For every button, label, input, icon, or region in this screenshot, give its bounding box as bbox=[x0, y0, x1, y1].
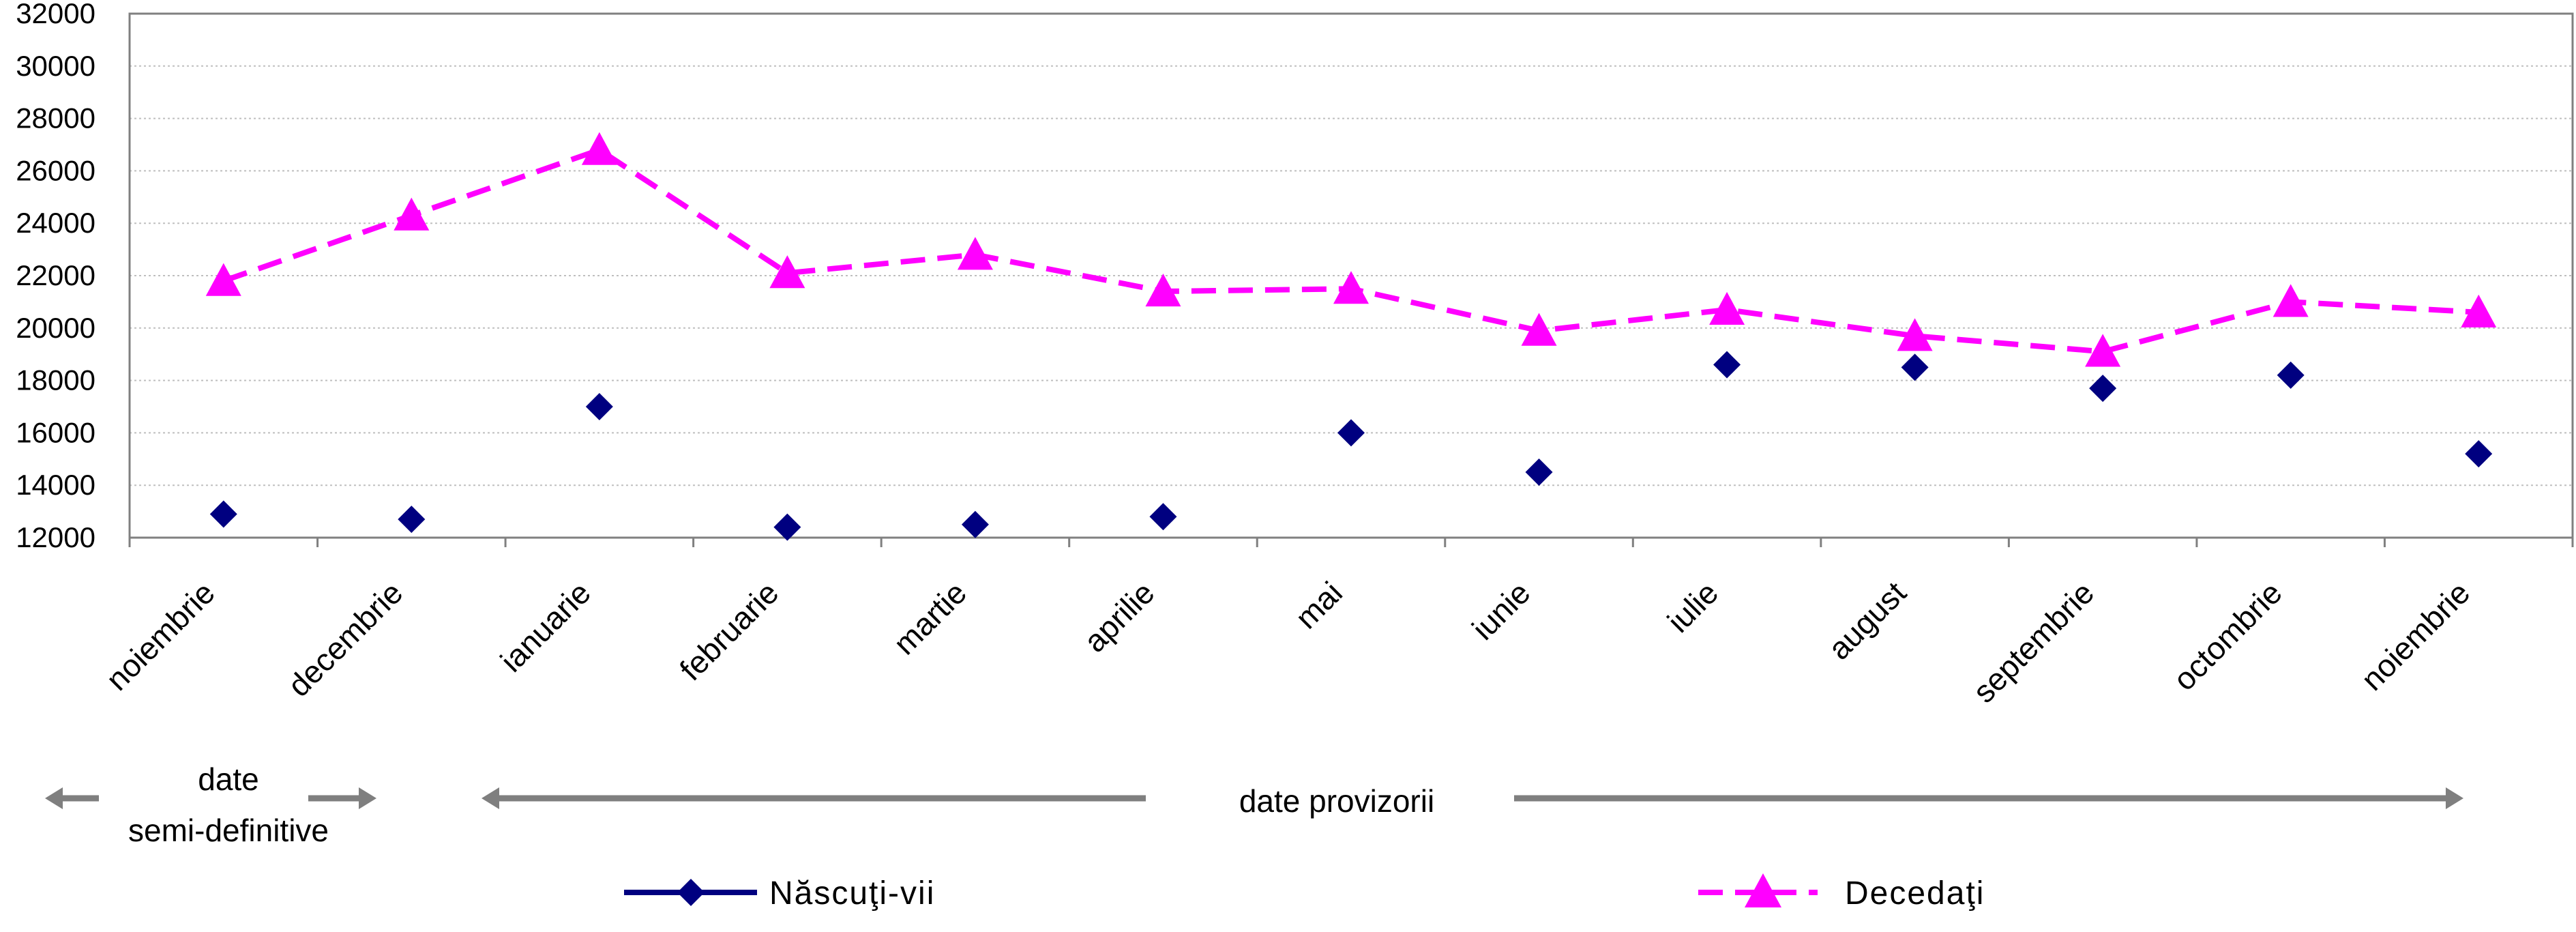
data-point-nascuti-vii bbox=[773, 513, 801, 541]
data-point-nascuti-vii bbox=[1713, 351, 1741, 379]
arrow-left-icon bbox=[482, 787, 499, 809]
series-line-decedati bbox=[222, 147, 2479, 355]
x-tick-label: noiembrie bbox=[99, 574, 222, 697]
y-tick-label: 26000 bbox=[16, 154, 95, 186]
y-tick-label: 16000 bbox=[16, 416, 95, 448]
x-tick-label: februarie bbox=[672, 574, 785, 687]
data-point-nascuti-vii bbox=[585, 393, 613, 420]
data-point-decedati bbox=[1897, 318, 1933, 351]
series-layer bbox=[205, 132, 2497, 541]
data-point-decedati bbox=[205, 263, 241, 296]
y-tick-label: 18000 bbox=[16, 364, 95, 396]
data-point-nascuti-vii bbox=[2089, 375, 2117, 403]
data-point-decedati bbox=[581, 132, 617, 165]
legend-diamond-icon bbox=[677, 879, 705, 906]
x-tick-label: ianuarie bbox=[493, 574, 597, 679]
x-axis-tick-labels: noiembrie decembrie ianuarie februarie marti… bbox=[99, 574, 2476, 710]
legend-triangle-icon bbox=[1745, 873, 1781, 907]
data-point-nascuti-vii bbox=[1901, 353, 1929, 381]
data-point-nascuti-vii bbox=[209, 500, 237, 528]
legend-label-decedati: Decedaţi bbox=[1845, 875, 1985, 912]
grid-lines bbox=[130, 13, 2573, 486]
plot-area bbox=[128, 12, 2574, 539]
data-point-nascuti-vii bbox=[2277, 361, 2305, 389]
y-tick-label: 32000 bbox=[16, 0, 95, 29]
x-tick-label: iulie bbox=[1661, 574, 1726, 639]
data-point-decedati bbox=[394, 197, 430, 231]
x-tick-label: septembrie bbox=[1966, 574, 2101, 710]
y-tick-label: 12000 bbox=[16, 521, 95, 553]
data-point-decedati bbox=[2085, 334, 2121, 367]
period-annotations: date semi-definitive date provizorii bbox=[45, 761, 2463, 848]
data-point-decedati bbox=[2272, 284, 2309, 317]
x-axis-ticks bbox=[128, 538, 2574, 547]
x-tick-label: martie bbox=[887, 574, 973, 661]
data-point-decedati bbox=[1709, 291, 1745, 325]
legend: Născuţi-vii Decedaţi bbox=[624, 873, 1985, 912]
data-point-decedati bbox=[1521, 312, 1557, 346]
x-tick-label: august bbox=[1821, 574, 1913, 667]
arrow-right-icon bbox=[2446, 787, 2463, 809]
y-tick-label: 30000 bbox=[16, 50, 95, 82]
period-label-semi-definitive-line1: date bbox=[198, 761, 259, 797]
legend-label-nascuti-vii: Născuţi-vii bbox=[769, 875, 935, 912]
data-point-decedati bbox=[957, 237, 993, 270]
x-tick-label: mai bbox=[1288, 574, 1349, 635]
data-point-nascuti-vii bbox=[1149, 503, 1177, 531]
y-axis-tick-labels: 12000 14000 16000 18000 20000 22000 24000 26000… bbox=[16, 0, 95, 553]
x-tick-label: decembrie bbox=[281, 574, 410, 703]
data-point-decedati bbox=[1145, 274, 1181, 307]
period-label-semi-definitive-line2: semi-definitive bbox=[128, 813, 329, 848]
period-label-provizorii: date provizorii bbox=[1239, 783, 1434, 819]
x-tick-label: iunie bbox=[1465, 574, 1537, 647]
data-point-nascuti-vii bbox=[1337, 419, 1365, 447]
y-tick-label: 14000 bbox=[16, 469, 95, 501]
data-point-decedati bbox=[769, 255, 805, 289]
arrow-right-icon bbox=[359, 787, 376, 809]
x-tick-label: aprilie bbox=[1077, 574, 1161, 659]
data-point-decedati bbox=[1333, 271, 1369, 304]
y-tick-label: 20000 bbox=[16, 312, 95, 344]
data-point-nascuti-vii bbox=[2465, 440, 2493, 468]
x-tick-label: octombrie bbox=[2166, 574, 2289, 697]
y-tick-label: 28000 bbox=[16, 102, 95, 134]
y-tick-label: 22000 bbox=[16, 259, 95, 291]
data-point-nascuti-vii bbox=[961, 510, 989, 538]
data-point-nascuti-vii bbox=[398, 506, 426, 534]
y-tick-label: 24000 bbox=[16, 207, 95, 239]
arrow-left-icon bbox=[45, 787, 63, 809]
data-point-decedati bbox=[2461, 294, 2497, 327]
x-tick-label: noiembrie bbox=[2354, 574, 2477, 697]
data-point-nascuti-vii bbox=[1525, 458, 1553, 486]
